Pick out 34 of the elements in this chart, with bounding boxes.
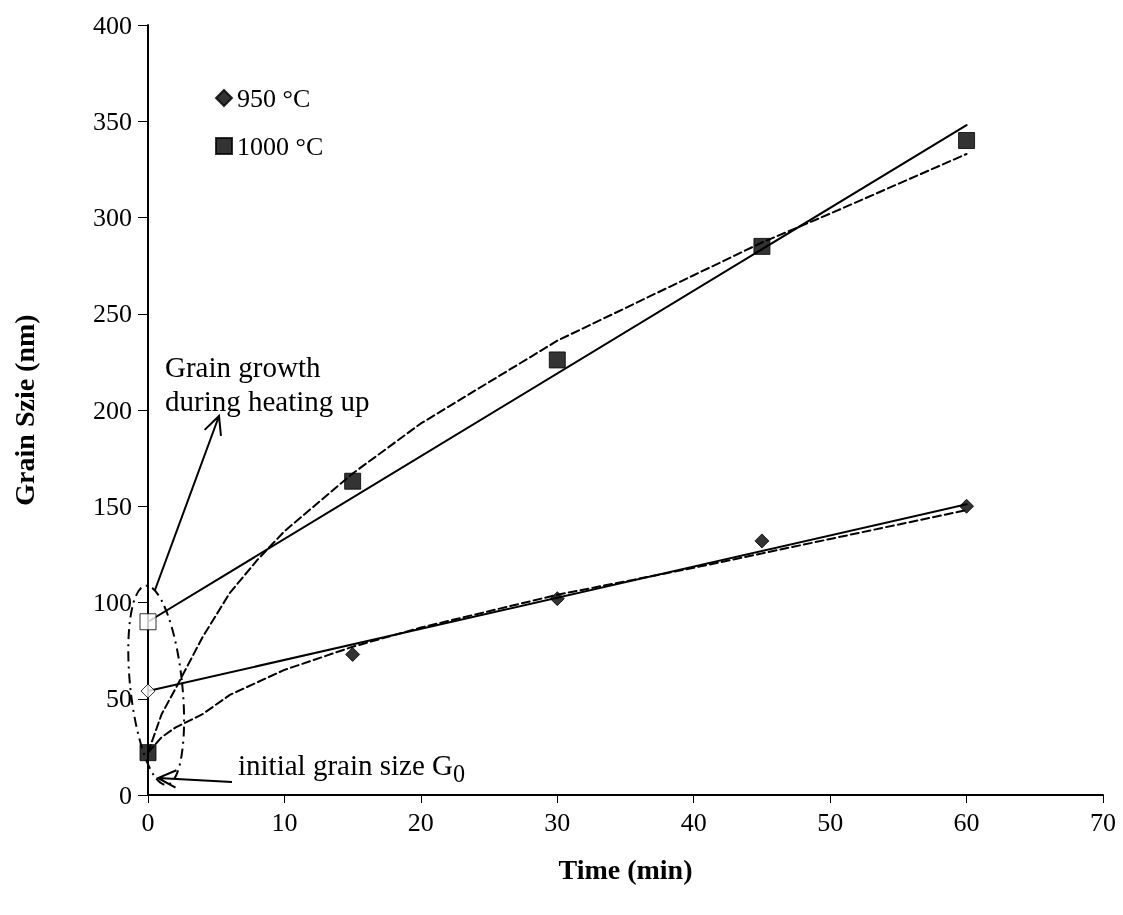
x-tick-label: 50 [817,807,844,837]
point [754,533,770,549]
x-tick-label: 70 [1090,807,1116,837]
y-tick-label: 300 [93,203,132,232]
x-tick-label: 30 [544,807,571,837]
point [139,744,157,762]
x-tick-label: 20 [407,807,434,837]
y-tick-label: 250 [93,299,132,329]
annotation: initial grain size G$_{0}$ [238,748,466,789]
x-tick-label: 60 [953,807,980,837]
y-axis-title: Grain Szie (nm) [8,314,40,506]
point [345,646,361,662]
point [140,683,156,699]
point [959,498,975,514]
point [139,613,157,631]
annotation: Grain growth during heating up [165,350,370,418]
point [549,591,565,607]
point [344,472,362,490]
y-tick-label: 150 [93,491,132,521]
point [753,237,771,255]
y-tick-label: 400 [93,10,132,40]
x-axis-title: Time (min) [558,853,693,885]
legend-label: 950 °C [237,83,311,113]
x-tick-label: 40 [680,807,707,837]
legend-label: 1000 °C [237,131,324,161]
y-tick-label: 200 [93,395,132,425]
point [958,132,976,149]
x-tick-label: 10 [271,807,298,837]
y-tick-label: 350 [93,106,132,136]
y-tick-label: 0 [119,780,132,810]
x-tick-label: 0 [141,807,155,837]
y-tick-label: 50 [106,684,132,714]
point [548,351,566,369]
y-tick-label: 100 [93,588,132,617]
